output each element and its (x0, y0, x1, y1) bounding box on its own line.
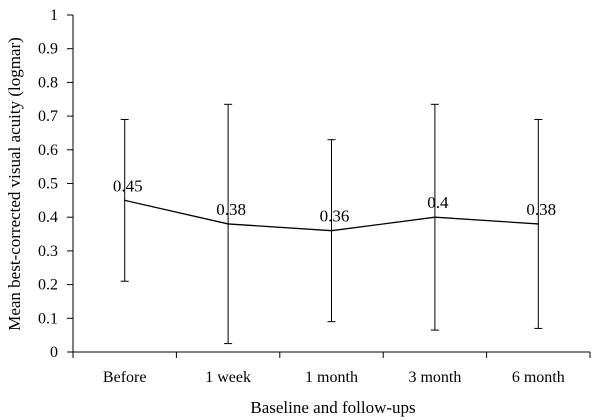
data-point (123, 199, 126, 202)
data-label: 0.38 (216, 200, 246, 219)
y-tick-label: 0.5 (38, 176, 58, 193)
x-axis: Before 1 week 1 month 3 month 6 month (72, 351, 591, 386)
x-tick-label: 6 month (512, 369, 565, 386)
x-tick-label: 1 week (205, 369, 251, 386)
y-tick-label: 0.1 (38, 310, 58, 327)
data-labels: 0.45 0.38 0.36 0.4 0.38 (113, 176, 556, 225)
data-point (537, 223, 540, 225)
series-line-group (123, 199, 540, 232)
x-axis-title: Baseline and follow-ups (250, 398, 415, 417)
x-tick-label: 1 month (305, 369, 358, 386)
data-label: 0.4 (427, 193, 449, 212)
data-point (227, 223, 229, 225)
data-point (330, 229, 333, 232)
data-point (434, 216, 436, 218)
y-tick-label: 0.9 (38, 41, 58, 58)
y-tick-label: 0.3 (38, 243, 58, 260)
data-label: 0.45 (113, 176, 143, 195)
y-tick-label: 0.8 (38, 74, 58, 91)
y-tick-label: 0.7 (38, 108, 58, 125)
data-label: 0.38 (526, 200, 556, 219)
y-tick-label: 0.2 (38, 277, 58, 294)
y-axis: 0 0.1 0.2 0.3 0.4 0.5 0.6 0.7 0.8 0.9 1 (38, 7, 74, 361)
y-tick-label: 1 (50, 7, 58, 24)
y-tick-label: 0.4 (38, 209, 58, 226)
y-axis-title: Mean best-corrected visual acuity (logma… (5, 37, 24, 331)
y-tick-label: 0.6 (38, 142, 58, 159)
y-tick-label: 0 (50, 344, 58, 361)
x-tick-label: 3 month (408, 369, 461, 386)
x-tick-label: Before (103, 369, 147, 386)
data-label: 0.36 (320, 207, 350, 226)
